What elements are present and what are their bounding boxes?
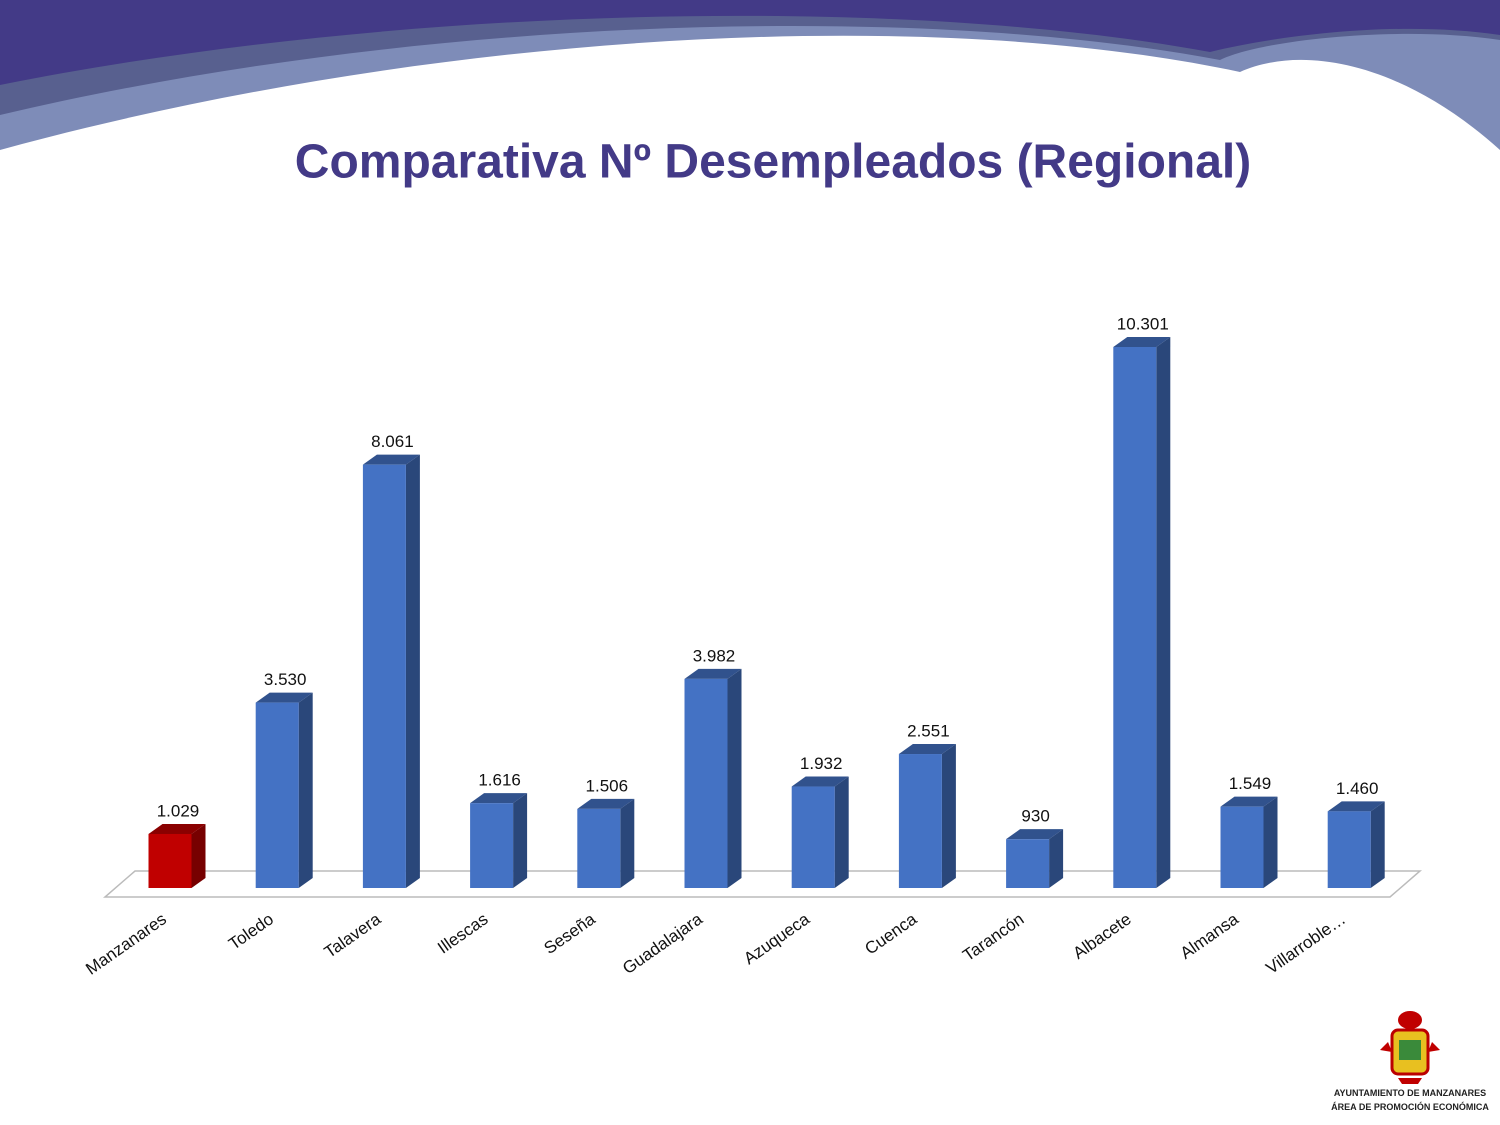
bar-top bbox=[898, 744, 956, 755]
bar-top bbox=[148, 823, 206, 834]
bar-side bbox=[513, 793, 528, 888]
bar-top bbox=[1113, 337, 1171, 347]
bar bbox=[577, 808, 621, 888]
bar-top bbox=[255, 692, 313, 703]
x-tick-label: Guadalajara bbox=[619, 909, 706, 978]
header-band-dark bbox=[0, 0, 1500, 85]
x-tick-label: Seseña bbox=[541, 909, 600, 958]
bar bbox=[1327, 811, 1371, 888]
value-label: 3.530 bbox=[264, 670, 307, 689]
x-tick-label: Manzanares bbox=[82, 909, 170, 978]
x-tick-label: Talavera bbox=[321, 909, 385, 962]
value-label: 930 bbox=[1021, 807, 1049, 826]
bar-side bbox=[191, 823, 206, 888]
value-label: 1.506 bbox=[586, 776, 629, 795]
value-label: 10.301 bbox=[1117, 314, 1169, 333]
x-tick-label: Toledo bbox=[225, 909, 277, 953]
x-tick-label: Villarroble… bbox=[1263, 909, 1349, 977]
bar-top bbox=[791, 776, 849, 787]
bar-top bbox=[1006, 829, 1064, 840]
bar bbox=[791, 786, 835, 888]
bar-top bbox=[684, 668, 742, 679]
value-label: 1.616 bbox=[478, 771, 521, 790]
logo bbox=[1380, 1011, 1440, 1084]
chart-title: Comparativa Nº Desempleados (Regional) bbox=[295, 136, 1251, 189]
x-tick-label: Albacete bbox=[1070, 909, 1135, 963]
bar bbox=[470, 803, 514, 888]
bar bbox=[362, 464, 406, 888]
bar-top bbox=[1327, 801, 1385, 812]
x-tick-label: Almansa bbox=[1177, 909, 1243, 963]
x-tick-label: Illescas bbox=[434, 909, 491, 957]
bar-side bbox=[1156, 337, 1171, 888]
value-label: 1.549 bbox=[1229, 774, 1272, 793]
bar-side bbox=[941, 744, 956, 888]
bar-side bbox=[298, 692, 313, 888]
x-tick-label: Azuqueca bbox=[740, 909, 813, 968]
bar-side bbox=[1049, 829, 1064, 888]
bar-side bbox=[727, 668, 742, 888]
bar-top bbox=[1220, 796, 1278, 807]
bar bbox=[255, 702, 299, 888]
bar-side bbox=[1263, 796, 1278, 888]
bar-side bbox=[834, 776, 849, 888]
x-tick-label: Tarancón bbox=[959, 909, 1027, 965]
bar-side bbox=[1370, 801, 1385, 888]
bar bbox=[1113, 347, 1157, 888]
bar bbox=[684, 678, 728, 888]
value-label: 1.460 bbox=[1336, 779, 1379, 798]
value-label: 3.982 bbox=[693, 646, 736, 665]
bar bbox=[1220, 806, 1264, 888]
bar bbox=[1006, 839, 1050, 888]
value-label: 8.061 bbox=[371, 432, 414, 451]
value-label: 2.551 bbox=[907, 722, 950, 741]
bar-top bbox=[362, 454, 420, 465]
footer-line: ÁREA DE PROMOCIÓN ECONÓMICA bbox=[1331, 1101, 1489, 1112]
bar bbox=[148, 833, 192, 888]
bar-side bbox=[405, 454, 420, 888]
value-label: 1.932 bbox=[800, 754, 843, 773]
value-label: 1.029 bbox=[157, 801, 200, 820]
floor bbox=[102, 870, 1423, 898]
bar-side bbox=[620, 798, 635, 888]
bar bbox=[898, 754, 942, 888]
bar-top bbox=[470, 793, 528, 804]
bar-top bbox=[577, 798, 635, 809]
footer-line: AYUNTAMIENTO DE MANZANARES bbox=[1334, 1088, 1486, 1098]
x-tick-label: Cuenca bbox=[861, 909, 920, 958]
